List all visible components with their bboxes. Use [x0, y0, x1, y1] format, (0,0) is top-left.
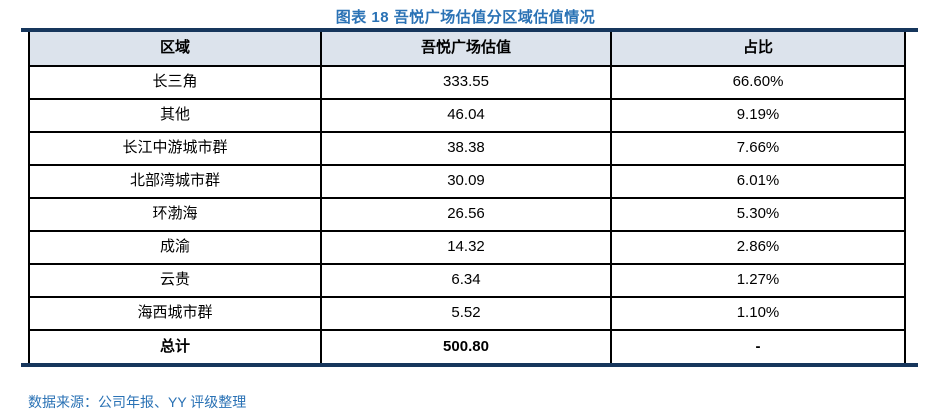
valuation-table: 区域 吾悦广场估值 占比 长三角 333.55 66.60% 其他 46.04 …: [28, 32, 906, 363]
cell-share: 5.30%: [610, 197, 906, 232]
table-row: 环渤海 26.56 5.30%: [28, 197, 906, 232]
cell-region: 海西城市群: [28, 296, 322, 331]
column-header-region: 区域: [28, 32, 322, 67]
cell-share: 9.19%: [610, 98, 906, 133]
cell-region: 其他: [28, 98, 322, 133]
cell-share: 66.60%: [610, 65, 906, 100]
cell-total-valuation: 500.80: [320, 329, 612, 363]
table-row: 成渝 14.32 2.86%: [28, 230, 906, 265]
cell-share: 1.10%: [610, 296, 906, 331]
cell-valuation: 26.56: [320, 197, 612, 232]
header-row: 区域 吾悦广场估值 占比: [28, 32, 906, 67]
valuation-table-block: 区域 吾悦广场估值 占比 长三角 333.55 66.60% 其他 46.04 …: [21, 28, 918, 367]
table-row: 长江中游城市群 38.38 7.66%: [28, 131, 906, 166]
table-row: 云贵 6.34 1.27%: [28, 263, 906, 298]
cell-region: 长三角: [28, 65, 322, 100]
source-note: 数据来源：公司年报、YY 评级整理: [28, 394, 247, 410]
table-header: 区域 吾悦广场估值 占比: [28, 32, 906, 67]
table-row: 长三角 333.55 66.60%: [28, 65, 906, 100]
table-bottom-rule: [21, 363, 918, 367]
table-total-row: 总计 500.80 -: [28, 329, 906, 363]
cell-valuation: 30.09: [320, 164, 612, 199]
table-row: 海西城市群 5.52 1.10%: [28, 296, 906, 331]
table-top-rule: [21, 28, 918, 32]
cell-valuation: 5.52: [320, 296, 612, 331]
cell-total-label: 总计: [28, 329, 322, 363]
cell-region: 长江中游城市群: [28, 131, 322, 166]
column-header-share: 占比: [610, 32, 906, 67]
cell-region: 成渝: [28, 230, 322, 265]
cell-share: 2.86%: [610, 230, 906, 265]
cell-valuation: 38.38: [320, 131, 612, 166]
cell-valuation: 14.32: [320, 230, 612, 265]
table-row: 其他 46.04 9.19%: [28, 98, 906, 133]
cell-total-share: -: [610, 329, 906, 363]
cell-region: 北部湾城市群: [28, 164, 322, 199]
table-body: 长三角 333.55 66.60% 其他 46.04 9.19% 长江中游城市群…: [28, 65, 906, 363]
figure-title: 图表 18 吾悦广场估值分区域估值情况: [335, 9, 596, 26]
cell-valuation: 333.55: [320, 65, 612, 100]
cell-valuation: 46.04: [320, 98, 612, 133]
table-row: 北部湾城市群 30.09 6.01%: [28, 164, 906, 199]
cell-share: 7.66%: [610, 131, 906, 166]
cell-share: 6.01%: [610, 164, 906, 199]
cell-share: 1.27%: [610, 263, 906, 298]
cell-region: 云贵: [28, 263, 322, 298]
column-header-valuation: 吾悦广场估值: [320, 32, 612, 67]
cell-valuation: 6.34: [320, 263, 612, 298]
cell-region: 环渤海: [28, 197, 322, 232]
